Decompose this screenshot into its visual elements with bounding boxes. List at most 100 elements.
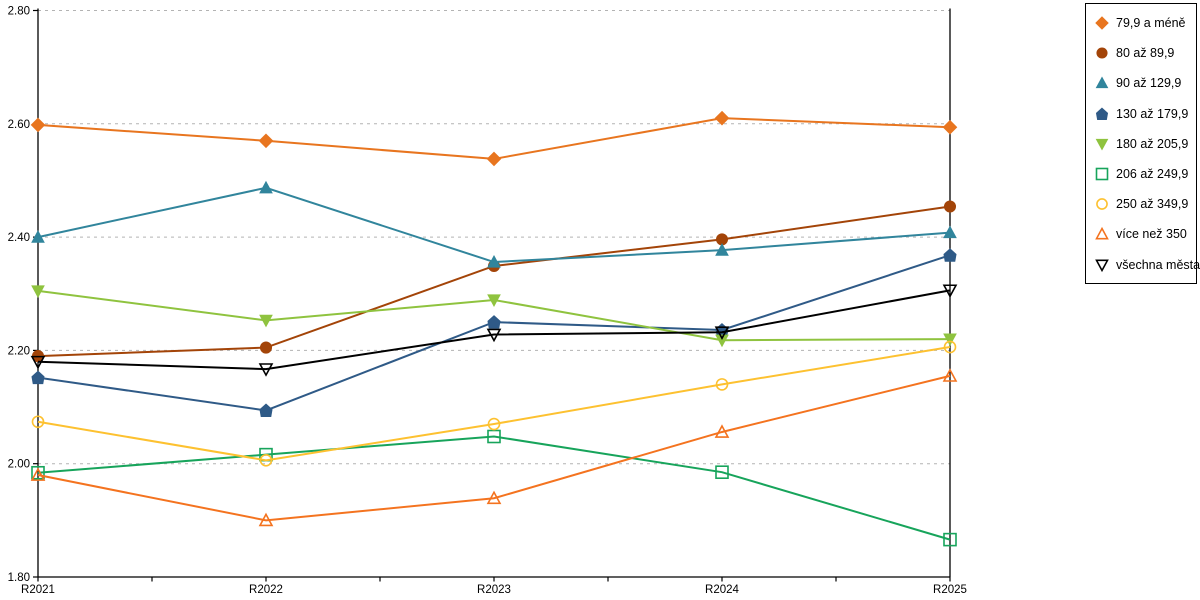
x-axis-tick-label: R2021: [21, 584, 55, 596]
data-point-marker: [1095, 107, 1109, 120]
data-point-marker: [1095, 167, 1109, 181]
data-point-marker: [31, 415, 45, 429]
legend-item: více než 350: [1086, 219, 1196, 249]
legend-marker-glyph: [1095, 259, 1109, 272]
legend-label: 250 až 349,9: [1116, 197, 1189, 212]
legend-item: 79,9 a méně: [1086, 8, 1196, 38]
data-point-marker: [259, 453, 273, 467]
data-point-marker: [715, 243, 729, 256]
legend-item: 80 až 89,9: [1086, 38, 1196, 68]
data-point-marker: [259, 403, 273, 417]
data-point-marker: [1095, 259, 1109, 272]
data-point-marker: [487, 315, 501, 329]
data-point-marker: [1095, 76, 1109, 89]
data-point-marker: [943, 333, 957, 347]
legend-marker-pentagon-icon: [1094, 106, 1110, 122]
data-point-marker: [942, 119, 958, 135]
data-point-marker: [30, 117, 46, 133]
legend-label: 80 až 89,9: [1116, 46, 1175, 61]
data-point-marker: [258, 363, 274, 377]
x-axis-tick-label: R2023: [477, 584, 511, 596]
legend-item: všechna města: [1086, 250, 1200, 280]
legend-marker-glyph: [1095, 167, 1109, 181]
x-axis-tick-label: R2022: [249, 584, 283, 596]
series-line: [37, 254, 951, 412]
data-point-marker: [943, 200, 957, 213]
legend-item: 180 až 205,9: [1086, 129, 1196, 159]
data-point-marker: [258, 512, 274, 527]
data-point-marker: [1095, 227, 1109, 240]
data-point-marker: [486, 328, 502, 343]
data-point-marker: [30, 355, 46, 370]
legend-marker-open-triangle-icon: [1094, 226, 1110, 242]
data-point-marker: [31, 370, 45, 385]
data-point-marker: [715, 465, 729, 479]
series-line: [37, 346, 951, 462]
legend-marker-glyph: [1095, 16, 1109, 30]
data-point-marker: [1095, 138, 1109, 151]
data-point-marker: [487, 254, 501, 268]
legend-marker-glyph: [1096, 198, 1108, 211]
legend-marker-triangle-down-icon: [1094, 136, 1110, 152]
data-point-marker: [487, 294, 501, 308]
data-point-marker: [942, 284, 958, 299]
legend-marker-triangle-icon: [1094, 75, 1110, 91]
data-point-marker: [486, 490, 502, 505]
series-line: [37, 289, 951, 371]
legend-marker-glyph: [1095, 138, 1109, 151]
legend-label: 79,9 a méně: [1116, 16, 1186, 31]
data-point-marker: [714, 326, 730, 340]
legend-item: 206 až 249,9: [1086, 159, 1196, 189]
series-line: [37, 374, 951, 522]
legend-marker-glyph: [1095, 227, 1109, 240]
data-point-marker: [259, 314, 273, 328]
y-axis-tick-label: 1.80: [8, 572, 30, 584]
data-point-marker: [943, 248, 957, 262]
legend-item: 130 až 179,9: [1086, 99, 1196, 129]
legend-item: 250 až 349,9: [1086, 189, 1196, 219]
x-axis-tick-label: R2024: [705, 584, 739, 596]
data-point-marker: [715, 334, 729, 348]
legend-marker-circle-icon: [1094, 45, 1110, 61]
legend: 79,9 a méně 80 až 89,9 90 až 129,9 130 a…: [1085, 3, 1200, 284]
data-point-marker: [31, 465, 45, 480]
series-line: [37, 435, 951, 541]
data-point-marker: [942, 368, 958, 382]
legend-marker-glyph: [1095, 107, 1109, 120]
legend-label: 180 až 205,9: [1116, 136, 1189, 151]
data-point-marker: [31, 230, 45, 243]
data-point-marker: [1096, 198, 1108, 211]
legend-marker-diamond-icon: [1094, 15, 1110, 31]
legend-marker-open-triangle-down-icon: [1094, 257, 1110, 273]
data-point-marker: [487, 417, 501, 431]
data-point-marker: [31, 285, 45, 298]
data-point-marker: [714, 110, 730, 126]
data-point-marker: [943, 225, 957, 239]
legend-label: 90 až 129,9: [1116, 76, 1182, 91]
data-point-marker: [943, 340, 957, 354]
y-axis-tick-label: 2.20: [8, 345, 30, 357]
data-point-marker: [714, 424, 730, 438]
series-line: [37, 186, 951, 264]
legend-label: 206 až 249,9: [1116, 167, 1189, 182]
legend-label: všechna města: [1116, 257, 1200, 272]
data-point-marker: [943, 532, 957, 547]
data-point-marker: [1095, 16, 1109, 30]
data-point-marker: [715, 378, 729, 391]
x-axis-tick-label: R2025: [933, 584, 967, 596]
data-point-marker: [486, 151, 502, 167]
y-axis-tick-label: 2.80: [8, 6, 30, 18]
y-axis-tick-label: 2.40: [8, 232, 30, 244]
legend-label: 130 až 179,9: [1116, 106, 1189, 121]
data-point-marker: [259, 180, 273, 194]
data-point-marker: [487, 429, 501, 444]
y-axis-tick-label: 2.00: [8, 459, 30, 471]
legend-marker-open-square-icon: [1094, 166, 1110, 182]
legend-item: 90 až 129,9: [1086, 68, 1196, 98]
data-point-marker: [259, 341, 273, 354]
data-point-marker: [30, 467, 46, 481]
legend-marker-open-circle-icon: [1094, 196, 1110, 212]
data-point-marker: [258, 133, 274, 149]
